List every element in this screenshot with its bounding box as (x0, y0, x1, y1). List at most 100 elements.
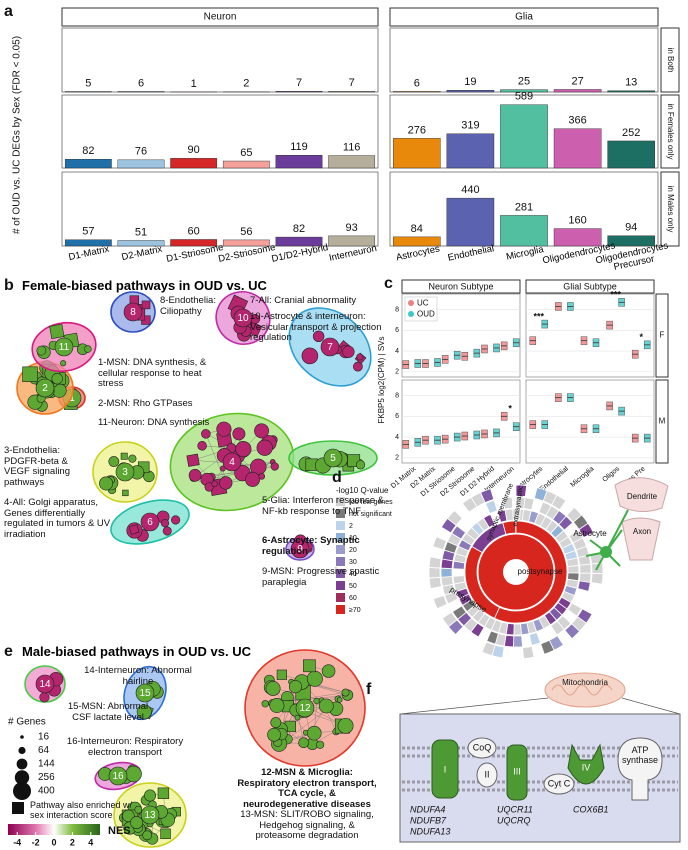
bar (553, 89, 602, 93)
facet-strip (401, 279, 521, 294)
value-label: 6 (414, 77, 420, 89)
facet-label: Glial Subtype (563, 281, 617, 291)
sunburst-segment (428, 576, 442, 590)
bar (607, 90, 655, 93)
panel-label: a (4, 3, 13, 20)
pathway-node (303, 659, 316, 673)
y-tick-label: 2 (395, 369, 399, 376)
sunburst-segment (578, 522, 595, 539)
cluster-id: 14 (39, 679, 51, 690)
row-strip (660, 171, 680, 247)
legend-label: 60 (349, 595, 357, 602)
cluster-id: 16 (112, 771, 124, 782)
cluster-description: 16-Interneuron: Respiratory electron tra… (66, 736, 184, 758)
sunburst-segment (513, 623, 522, 636)
row-strip-label: M (659, 417, 666, 426)
legend-label: not significant (349, 511, 392, 518)
significance: * (508, 404, 512, 414)
complex-label: Cyt C (548, 778, 571, 788)
sunburst-segment (480, 488, 495, 504)
pathway-node (320, 337, 340, 357)
row-strip (655, 379, 669, 464)
legend-label: OUD (417, 310, 435, 319)
panel-frame (61, 171, 379, 247)
bar (64, 158, 112, 169)
bar (170, 239, 218, 247)
astrocyte-process (605, 509, 629, 553)
size-legend-label: 16 (38, 732, 50, 743)
legend-title: -log10 Q-value (336, 486, 389, 495)
panel-label: b (4, 277, 14, 294)
value-label: 82 (82, 145, 94, 157)
legend-swatch (336, 581, 345, 590)
sunburst-segment (579, 563, 592, 574)
cell-label: Dendrite (627, 492, 658, 501)
pathway-node (136, 704, 152, 720)
gene-label: NDUFA13 (410, 826, 450, 836)
pathway-node (355, 460, 366, 470)
cluster-id: 5 (330, 453, 336, 464)
y-axis-label: FKBP5 log2(CPM) | SVs (377, 337, 386, 424)
value-label: 281 (515, 201, 533, 213)
legend-label: 20 (349, 547, 357, 554)
legend-swatch (336, 593, 345, 602)
value-label: 119 (290, 141, 308, 153)
cluster-id: 11 (59, 342, 70, 353)
colorbar-tick-label: 4 (88, 837, 93, 847)
value-label: 276 (408, 124, 426, 136)
sunburst-segment (502, 496, 514, 510)
pathway-node (142, 830, 153, 841)
pathway-node (135, 683, 155, 703)
size-legend-label: 64 (38, 745, 50, 756)
sunburst-segment (564, 623, 581, 640)
facet-strip (61, 7, 379, 27)
legend-marker (408, 311, 414, 317)
pathway-node (356, 353, 364, 361)
cluster-description: 6-Astrocyte: Synaptic regulation (262, 535, 360, 557)
significance: *** (610, 290, 621, 300)
pathway-node (144, 789, 157, 802)
size-legend-label: 144 (38, 759, 55, 770)
legend-label: 30 (349, 559, 357, 566)
sunburst-segment (515, 484, 528, 498)
pathway-node (316, 740, 325, 749)
pathway-node (261, 700, 269, 708)
complex (476, 762, 498, 788)
cluster-id: 13 (144, 810, 156, 821)
cluster-description: 11-Neuron: DNA synthesis (98, 417, 210, 428)
legend-label: 50 (349, 583, 357, 590)
legend-label: 10 (349, 535, 357, 542)
panel-title: Female-biased pathways in OUD vs. UC (22, 278, 267, 293)
complex (431, 739, 459, 799)
value-label: 589 (515, 91, 533, 103)
pathway-node (276, 669, 287, 680)
sunburst-segment (446, 509, 463, 526)
bar (446, 90, 495, 93)
pathway-node (134, 805, 143, 814)
value-label: 19 (464, 76, 476, 88)
panel-frame (61, 94, 379, 169)
pathway-node (60, 360, 67, 367)
pathway-node (267, 727, 281, 742)
value-label: 319 (461, 120, 479, 132)
bar (607, 235, 655, 247)
y-tick-label: 8 (395, 392, 399, 399)
row-strip (660, 27, 680, 93)
size-legend-mark (18, 746, 26, 755)
pathway-node (306, 670, 323, 687)
cluster-id: 10 (237, 313, 249, 324)
panel-frame (401, 379, 521, 464)
complex (567, 743, 605, 785)
x-tick-label: Oligos (601, 465, 621, 483)
sunburst-segment (440, 576, 454, 587)
panel-label: c (384, 275, 393, 292)
pathway-node (49, 323, 65, 339)
pathway-node (233, 308, 253, 328)
cluster-description: 15-MSN: Abnormal CSF lactate level (67, 701, 149, 723)
size-legend-label: 256 (38, 772, 55, 783)
size-legend-mark (20, 735, 24, 739)
value-label: 252 (622, 127, 640, 139)
gene-label: UQCR11 (497, 804, 533, 814)
